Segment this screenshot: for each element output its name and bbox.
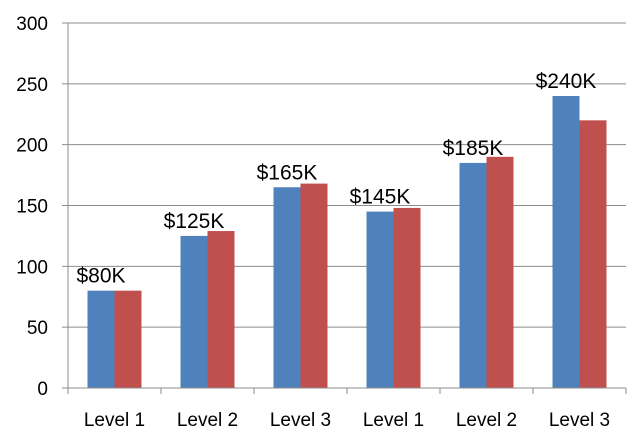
bar <box>180 235 208 388</box>
axes: 0 50 100 150 200 250 300 Level 1 Level 2 Level 3 L… <box>16 14 627 431</box>
data-label: $80K <box>76 265 125 288</box>
data-label: $185K <box>443 137 504 160</box>
bar <box>300 183 328 388</box>
y-tick-label: 250 <box>16 75 48 96</box>
x-tick-label: Level 1 <box>84 410 145 431</box>
data-label: $165K <box>257 161 318 184</box>
x-tick-label: Level 1 <box>363 410 424 431</box>
y-tick-label: 0 <box>37 379 48 400</box>
bar <box>486 156 514 388</box>
data-labels: $80K $125K $165K $145K $185K $240K <box>76 70 596 288</box>
x-tick-label: Level 2 <box>177 410 238 431</box>
bar <box>393 207 421 388</box>
bar <box>459 162 487 388</box>
y-tick-label: 50 <box>27 318 48 339</box>
bar <box>207 231 235 388</box>
bar <box>552 96 580 388</box>
data-label: $145K <box>350 186 411 209</box>
y-tick-label: 100 <box>16 257 48 278</box>
bar <box>87 290 115 388</box>
bars <box>87 96 607 388</box>
data-label: $125K <box>164 210 225 233</box>
bar <box>114 290 142 388</box>
y-tick-label: 200 <box>16 136 48 157</box>
y-tick-label: 300 <box>16 14 48 35</box>
x-tick-label: Level 2 <box>456 410 517 431</box>
y-tick-label: 150 <box>16 197 48 218</box>
bar <box>579 120 607 388</box>
data-label: $240K <box>536 70 597 93</box>
x-tick-label: Level 3 <box>549 410 610 431</box>
gridlines <box>68 22 626 328</box>
bar <box>273 187 301 388</box>
x-tick-label: Level 3 <box>270 410 331 431</box>
bar <box>366 211 394 388</box>
